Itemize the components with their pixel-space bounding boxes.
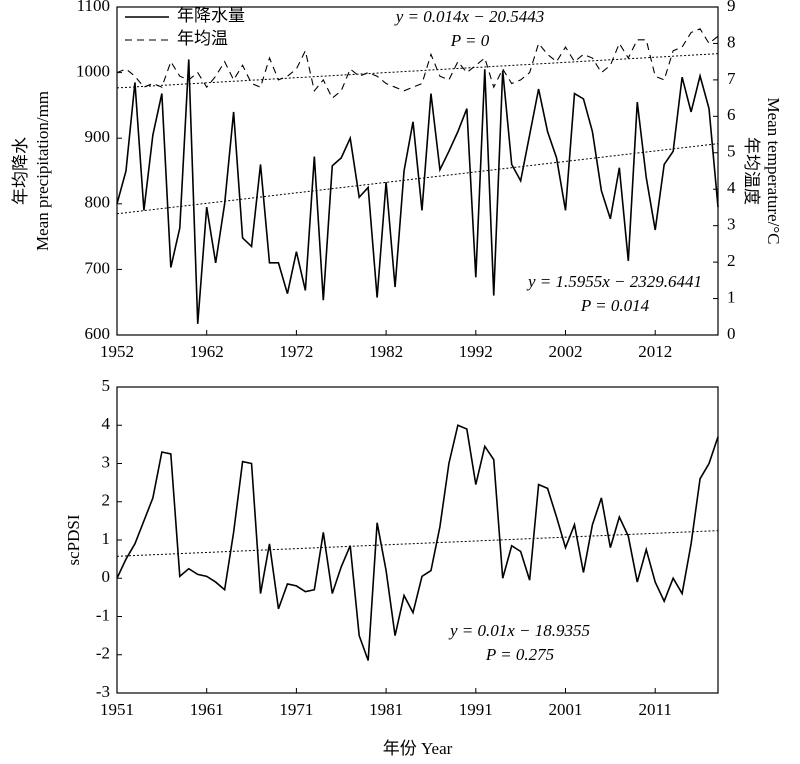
y-tick-label: 900 [85, 127, 111, 146]
y-tick-label: 0 [102, 567, 111, 586]
y-tick-label: 2 [102, 491, 111, 510]
y2-tick-label: 3 [727, 215, 736, 234]
y-tick-label: 800 [85, 193, 111, 212]
x-tick-label: 2002 [549, 342, 583, 361]
y2-tick-label: 7 [727, 69, 736, 88]
x-tick-label: 2011 [639, 700, 672, 719]
x-tick-label: 1981 [369, 700, 403, 719]
x-tick-label: 1962 [190, 342, 224, 361]
trend-line [116, 53, 719, 89]
y-tick-label: 4 [102, 414, 111, 433]
x-tick-label: 2012 [638, 342, 672, 361]
plot-frame [116, 386, 719, 694]
y-tick-label: 5 [102, 376, 111, 395]
series-line [116, 424, 719, 661]
y-tick-label: 1100 [77, 0, 110, 15]
annotation: y = 1.5955x − 2329.6441 [526, 272, 702, 291]
y-tick-label: -1 [96, 605, 110, 624]
y2-axis-label: Mean temperature/°C [764, 98, 783, 245]
x-tick-label: 1982 [369, 342, 403, 361]
annotation: y = 0.014x − 20.5443 [394, 7, 545, 26]
annotation: P = 0.275 [485, 645, 554, 664]
plot-frame [116, 6, 719, 336]
x-tick-label: 1991 [459, 700, 493, 719]
x-tick-label: 1992 [459, 342, 493, 361]
trend-line [116, 143, 719, 215]
x-tick-label: 1961 [190, 700, 224, 719]
annotation: P = 0 [450, 31, 490, 50]
y-tick-label: 1000 [76, 62, 110, 81]
trend-line [116, 530, 719, 557]
annotation: P = 0.014 [580, 296, 650, 315]
y-axis-label: Mean precipitation/mm [33, 91, 52, 251]
y2-axis-label: 年均温度 [742, 137, 761, 205]
x-axis-label: 年份 Year [383, 739, 453, 758]
x-tick-label: 1971 [279, 700, 313, 719]
y2-tick-label: 6 [727, 105, 736, 124]
y2-tick-label: 2 [727, 251, 736, 270]
x-tick-label: 1951 [100, 700, 134, 719]
x-tick-label: 1952 [100, 342, 134, 361]
y2-tick-label: 8 [727, 32, 736, 51]
legend-label: 年降水量 [177, 6, 245, 25]
y-tick-label: 600 [85, 324, 111, 343]
x-tick-label: 1972 [279, 342, 313, 361]
y2-tick-label: 5 [727, 142, 736, 161]
y2-tick-label: 4 [727, 178, 736, 197]
y-tick-label: 1 [102, 529, 111, 548]
y2-tick-label: 9 [727, 0, 736, 15]
y-tick-label: -3 [96, 682, 110, 701]
y2-tick-label: 1 [727, 287, 736, 306]
y-axis-label: 年均降水 [11, 137, 30, 205]
y-tick-label: -2 [96, 644, 110, 663]
y-tick-label: 3 [102, 452, 111, 471]
y-axis-label: scPDSI [64, 514, 83, 565]
annotation: y = 0.01x − 18.9355 [448, 621, 590, 640]
series-line [116, 28, 719, 99]
legend-label: 年均温 [177, 29, 228, 48]
y-tick-label: 700 [85, 258, 111, 277]
y2-tick-label: 0 [727, 324, 736, 343]
x-tick-label: 2001 [549, 700, 583, 719]
series-line [116, 59, 719, 324]
